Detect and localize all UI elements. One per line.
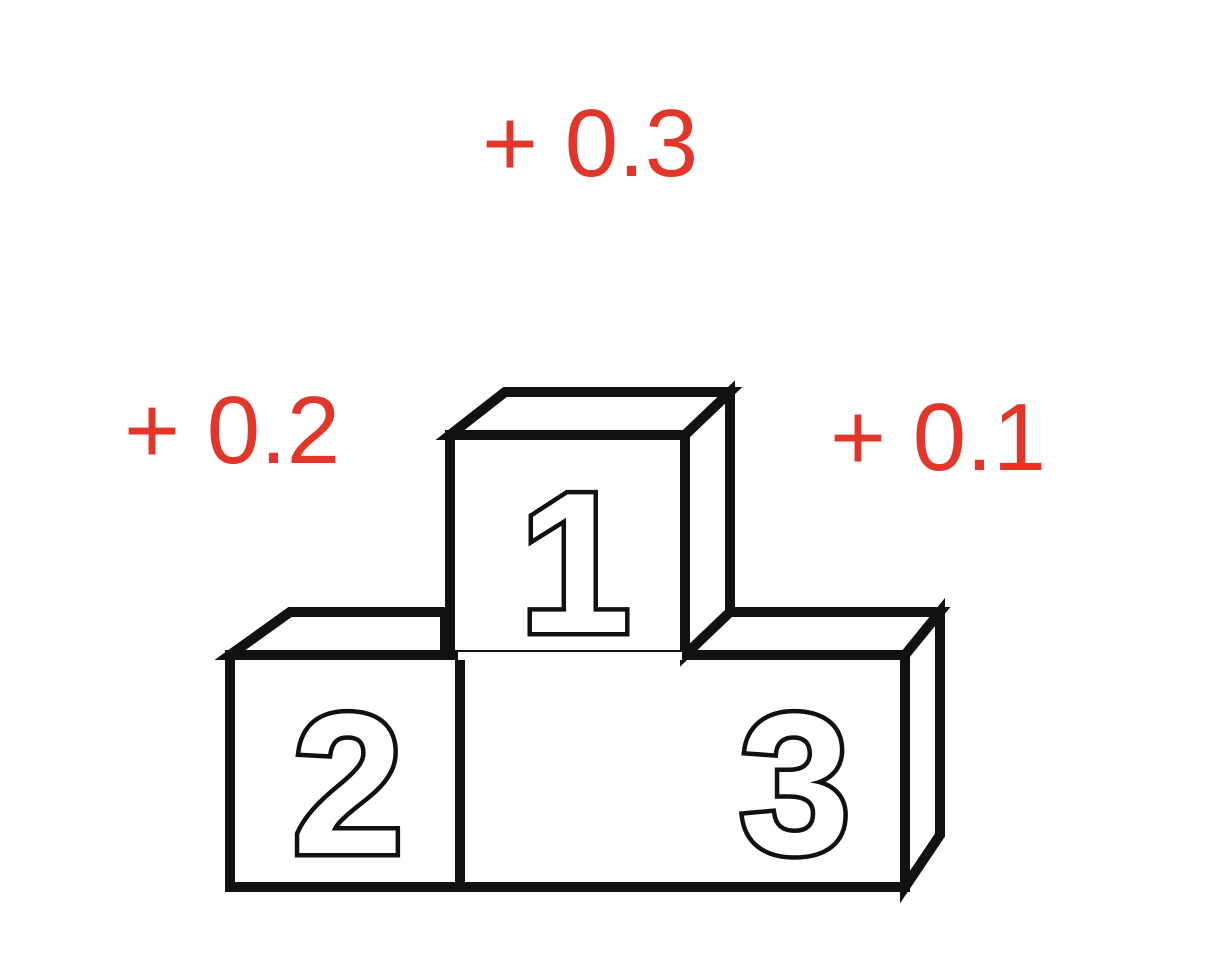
podium-seam-cover bbox=[458, 652, 682, 660]
third-place-number: 3 bbox=[739, 673, 850, 896]
first-place-block bbox=[435, 380, 743, 667]
second-place-number: 2 bbox=[292, 673, 403, 896]
first-place-number: 1 bbox=[519, 452, 630, 675]
second-place-bonus: + 0.2 bbox=[124, 377, 341, 484]
third-block-front bbox=[455, 650, 910, 892]
first-block-front bbox=[445, 430, 690, 660]
second-block-top bbox=[214, 607, 450, 660]
third-place-bonus: + 0.1 bbox=[830, 384, 1047, 491]
first-block-side bbox=[680, 380, 735, 667]
third-place-block bbox=[455, 597, 951, 904]
third-block-side bbox=[900, 597, 945, 904]
first-place-bonus: + 0.3 bbox=[482, 90, 699, 197]
second-block-front bbox=[225, 650, 465, 892]
